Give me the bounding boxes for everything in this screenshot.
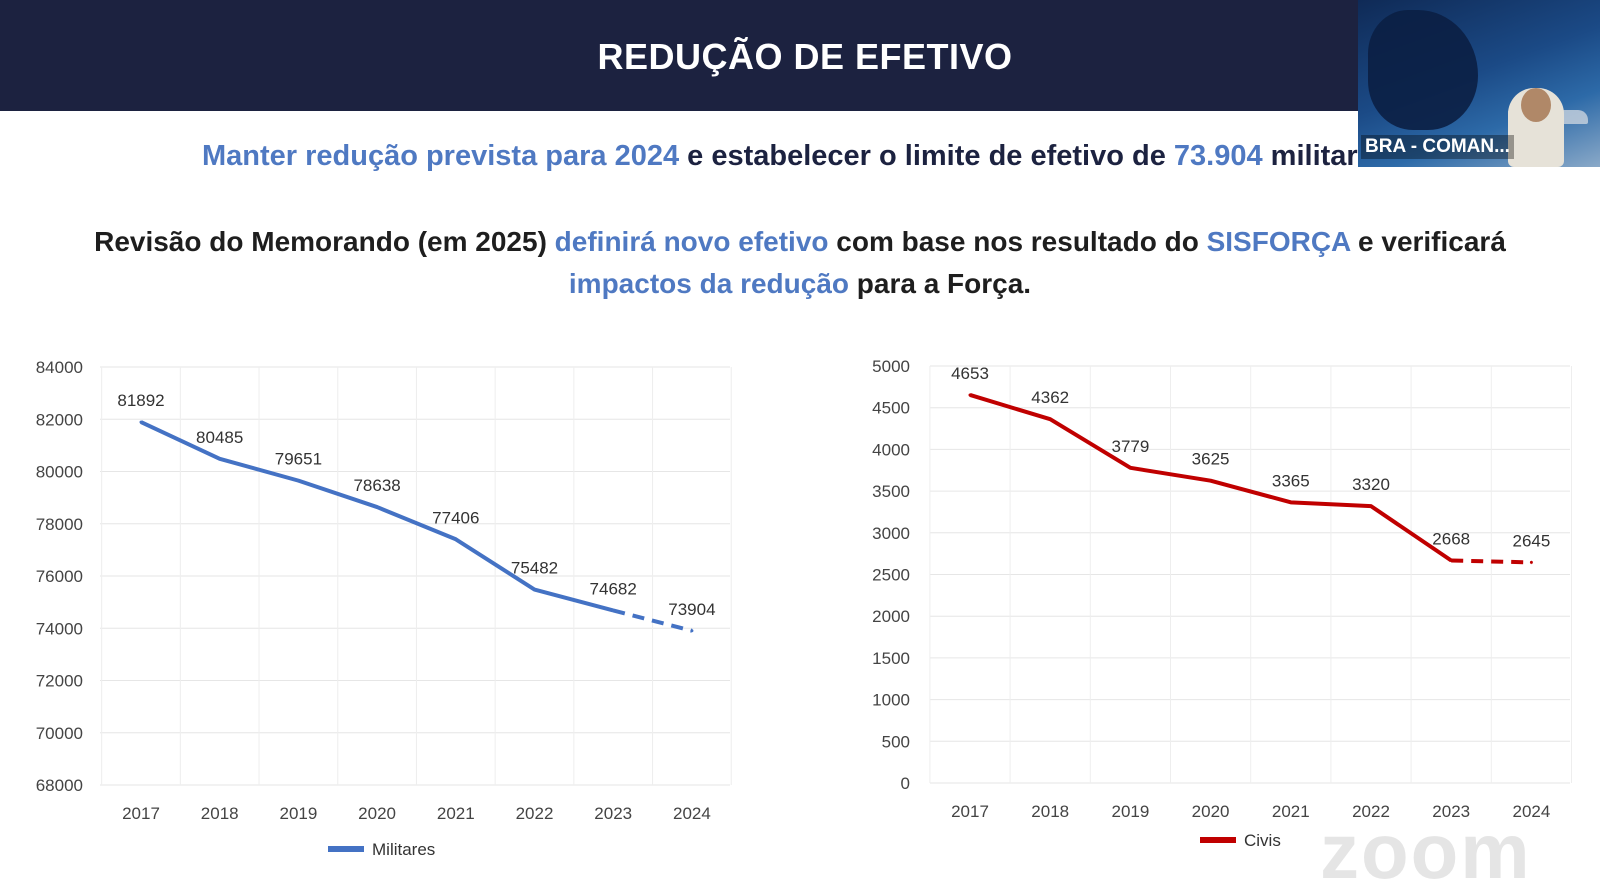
militares-data-label: 81892: [117, 391, 164, 410]
civis-data-point: [1128, 466, 1132, 470]
militares-x-tick-label: 2020: [358, 804, 396, 823]
civis-x-tick-label: 2021: [1272, 802, 1310, 821]
militares-y-tick-label: 72000: [36, 672, 83, 691]
militares-data-point: [139, 420, 143, 424]
militares-x-tick-label: 2018: [201, 804, 239, 823]
militares-data-point: [690, 629, 694, 633]
civis-data-label: 2668: [1432, 529, 1470, 548]
civis-legend-swatch: [1200, 837, 1236, 843]
civis-y-tick-label: 2000: [872, 607, 910, 626]
review-text-c: e verificará: [1350, 226, 1506, 257]
civis-y-tick-label: 3000: [872, 524, 910, 543]
militares-data-label: 78638: [353, 476, 400, 495]
civis-y-tick-label: 1000: [872, 691, 910, 710]
civis-data-label: 2645: [1512, 531, 1550, 550]
militares-data-label: 75482: [511, 559, 558, 578]
civis-data-point: [1369, 504, 1373, 508]
speaker-head: [1521, 88, 1551, 122]
militares-x-tick-label: 2022: [516, 804, 554, 823]
militares-y-tick-label: 80000: [36, 463, 83, 482]
civis-y-tick-label: 4500: [872, 399, 910, 418]
review-text-b: com base nos resultado do: [828, 226, 1207, 257]
civis-y-tick-label: 0: [901, 774, 910, 793]
militares-y-tick-label: 70000: [36, 724, 83, 743]
civis-data-point: [1289, 500, 1293, 504]
civis-x-tick-label: 2019: [1111, 802, 1149, 821]
civis-y-tick-label: 500: [882, 732, 910, 751]
militares-x-tick-label: 2019: [279, 804, 317, 823]
civis-y-tick-label: 2500: [872, 566, 910, 585]
civis-data-point: [1529, 560, 1533, 564]
militares-y-tick-label: 74000: [36, 619, 83, 638]
civis-data-label: 3779: [1111, 437, 1149, 456]
civis-x-tick-label: 2022: [1352, 802, 1390, 821]
militares-x-tick-label: 2023: [594, 804, 632, 823]
civis-data-label: 3320: [1352, 475, 1390, 494]
goal-limit-value: 73.904: [1173, 140, 1263, 172]
militares-x-tick-label: 2021: [437, 804, 475, 823]
militares-data-point: [375, 505, 379, 509]
militares-x-tick-label: 2024: [673, 804, 711, 823]
review-statement-line2: impactos da redução para a Força.: [0, 268, 1600, 300]
militares-data-label: 79651: [275, 450, 322, 469]
militares-data-label: 74682: [590, 579, 637, 598]
civis-legend-label: Civis: [1244, 831, 1281, 850]
militares-projection-line: [612, 608, 693, 633]
civis-data-label: 3365: [1272, 471, 1310, 490]
militares-series-line: [140, 420, 614, 613]
review-highlight-a: definirá novo efetivo: [554, 226, 829, 257]
map-graphic: [1368, 10, 1478, 130]
militares-data-point: [218, 457, 222, 461]
militares-y-tick-label: 68000: [36, 776, 83, 795]
review-text-a: Revisão do Memorando (em 2025): [94, 226, 555, 257]
civis-x-tick-label: 2017: [951, 802, 989, 821]
civis-data-point: [1209, 479, 1213, 483]
civis-data-label: 3625: [1192, 450, 1230, 469]
civis-data-point: [968, 393, 972, 397]
civis-y-tick-label: 5000: [872, 357, 910, 376]
participant-video-tile[interactable]: BRA - COMAN...: [1358, 0, 1600, 167]
militares-y-tick-label: 82000: [36, 410, 83, 429]
militares-legend-label: Militares: [372, 840, 435, 859]
civis-data-label: 4362: [1031, 388, 1069, 407]
goal-highlight: Manter redução prevista para 2024: [201, 140, 680, 172]
militares-x-tick-label: 2017: [122, 804, 160, 823]
militares-data-label: 77406: [432, 508, 479, 527]
civis-x-tick-label: 2023: [1432, 802, 1470, 821]
civis-data-point: [1048, 417, 1052, 421]
review-highlight-b: SISFORÇA: [1206, 226, 1351, 257]
civis-x-tick-label: 2018: [1031, 802, 1069, 821]
review-statement-line1: Revisão do Memorando (em 2025) definirá …: [0, 226, 1600, 258]
militares-data-label: 73904: [668, 600, 715, 619]
militares-y-tick-label: 78000: [36, 515, 83, 534]
civis-chart: 5000450040003500300025002000150010005000…: [872, 357, 1572, 850]
militares-y-tick-label: 84000: [36, 358, 83, 377]
civis-data-point: [1449, 558, 1453, 562]
militares-data-point: [454, 537, 458, 541]
militares-legend-swatch: [328, 846, 364, 852]
civis-y-tick-label: 1500: [872, 649, 910, 668]
militares-data-label: 80485: [196, 428, 243, 447]
militares-data-point: [533, 588, 536, 592]
civis-y-tick-label: 4000: [872, 440, 910, 459]
zoom-watermark: zoom: [1320, 820, 1532, 882]
militares-data-point: [611, 608, 615, 612]
slide-title: REDUÇÃO DE EFETIVO: [597, 36, 1013, 77]
militares-chart: 84000 82000 80000 78000 76000 74000 72000 70000…: [36, 358, 732, 859]
civis-x-tick-label: 2020: [1192, 802, 1230, 821]
review-text-d: para a Força.: [849, 268, 1032, 299]
slide-header: REDUÇÃO DE EFETIVO: [0, 0, 1600, 111]
participant-name-label: BRA - COMAN...: [1361, 135, 1514, 159]
militares-data-point: [296, 479, 300, 483]
civis-data-label: 4653: [951, 364, 989, 383]
review-highlight-c: impactos da redução: [568, 268, 849, 299]
civis-y-tick-label: 3500: [872, 482, 910, 501]
goal-text: e estabelecer o limite de efetivo de: [679, 140, 1174, 172]
civis-projection-line: [1451, 558, 1532, 565]
civis-x-tick-label: 2024: [1512, 802, 1550, 821]
militares-y-tick-label: 76000: [36, 567, 83, 586]
